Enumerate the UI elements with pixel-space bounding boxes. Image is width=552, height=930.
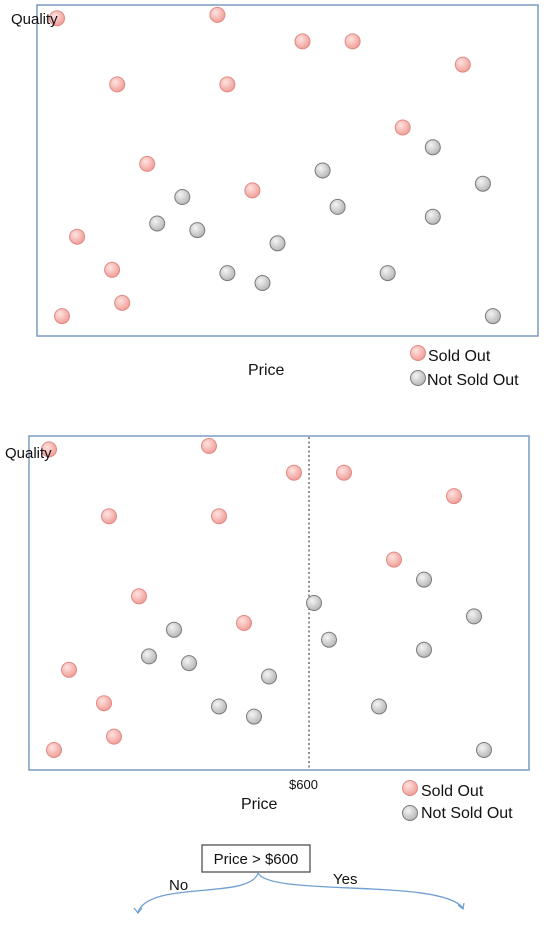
sold-out-point — [446, 488, 462, 505]
legend-top: Sold Out Not Sold Out — [410, 345, 519, 389]
tree-branch-left — [137, 872, 259, 913]
sold-out-point — [201, 438, 217, 454]
tree-root-node-label: Price > $600 — [214, 851, 299, 868]
sold-out-point — [41, 441, 57, 458]
not-sold-out-point — [416, 641, 432, 658]
sold-out-point — [114, 294, 131, 311]
x-axis-label-top: Price — [248, 362, 285, 379]
legend-not-sold-out-label: Not Sold Out — [421, 805, 513, 822]
not-sold-out-point — [424, 139, 441, 156]
sold-out-point — [69, 228, 86, 245]
not-sold-out-point — [149, 215, 166, 232]
not-sold-out-point — [141, 648, 157, 665]
tree-branch-right-label: Yes — [333, 871, 357, 888]
not-sold-out-point — [261, 668, 277, 685]
sold-out-point — [294, 33, 311, 50]
sold-out-point — [61, 661, 77, 678]
plot-frame-bottom — [28, 435, 530, 771]
not-sold-out-point — [314, 162, 331, 179]
sold-out-point — [46, 742, 62, 758]
not-sold-out-point — [181, 655, 197, 672]
sold-out-point — [101, 508, 117, 525]
points-bottom — [41, 438, 492, 758]
sold-out-point — [244, 182, 261, 199]
sold-out-point — [139, 155, 156, 172]
y-axis-label-top: Quality — [11, 11, 58, 28]
tree-root-node-box — [201, 844, 311, 873]
legend-sold-out-marker — [402, 780, 418, 796]
not-sold-out-point — [474, 175, 491, 192]
not-sold-out-point — [484, 308, 501, 325]
plot-frame-top — [36, 4, 539, 337]
sold-out-point — [454, 56, 471, 73]
sold-out-point — [211, 508, 227, 525]
not-sold-out-point — [166, 621, 182, 638]
split-value-label: $600 — [289, 777, 318, 792]
sold-out-point — [219, 76, 236, 93]
not-sold-out-point — [269, 235, 286, 252]
legend-sold-out-label: Sold Out — [428, 348, 491, 365]
sold-out-point — [54, 308, 70, 325]
tree-branch-left-arrowhead — [133, 907, 143, 914]
x-axis-label-bottom: Price — [241, 796, 278, 813]
not-sold-out-point — [211, 698, 227, 715]
sold-out-point — [394, 119, 411, 136]
not-sold-out-point — [321, 631, 337, 648]
legend-sold-out-label: Sold Out — [421, 783, 484, 800]
sold-out-point — [131, 588, 147, 605]
legend-bottom: Sold Out Not Sold Out — [402, 780, 513, 822]
sold-out-point — [209, 6, 226, 23]
not-sold-out-point — [246, 708, 262, 725]
sold-out-point — [386, 551, 402, 568]
sold-out-point — [344, 33, 361, 50]
sold-out-point — [109, 76, 126, 93]
tree-branch-right-arrowhead — [457, 902, 465, 911]
sold-out-point — [96, 695, 112, 712]
points-top — [49, 6, 501, 325]
not-sold-out-point — [466, 608, 482, 625]
not-sold-out-point — [416, 571, 432, 588]
sold-out-point — [106, 728, 122, 745]
legend-sold-out-marker — [410, 345, 426, 361]
legend-not-sold-out-label: Not Sold Out — [427, 372, 519, 389]
not-sold-out-point — [254, 275, 271, 291]
legend-not-sold-out-marker — [402, 805, 418, 821]
scatter-panel-bottom: Quality Price $600 Sold Out Not Sold Out — [5, 435, 530, 822]
tree-branch-left-label: No — [169, 877, 188, 894]
not-sold-out-point — [476, 742, 492, 758]
not-sold-out-point — [219, 265, 236, 282]
legend-not-sold-out-marker — [410, 370, 426, 386]
not-sold-out-point — [371, 698, 387, 715]
not-sold-out-point — [424, 208, 441, 225]
y-axis-label-bottom: Quality — [5, 445, 52, 462]
not-sold-out-point — [189, 222, 206, 239]
sold-out-point — [104, 261, 121, 278]
not-sold-out-point — [174, 189, 191, 205]
not-sold-out-point — [379, 265, 396, 282]
sold-out-point — [336, 464, 352, 481]
not-sold-out-point — [329, 198, 346, 215]
sold-out-point — [286, 464, 302, 481]
scatter-panel-top: Quality Price Sold Out Not Sold Out — [11, 4, 539, 389]
decision-tree: Price > $600 No Yes — [133, 844, 465, 914]
tree-branch-right — [257, 872, 464, 909]
sold-out-point — [49, 10, 65, 27]
sold-out-point — [236, 615, 252, 631]
not-sold-out-point — [306, 595, 322, 611]
